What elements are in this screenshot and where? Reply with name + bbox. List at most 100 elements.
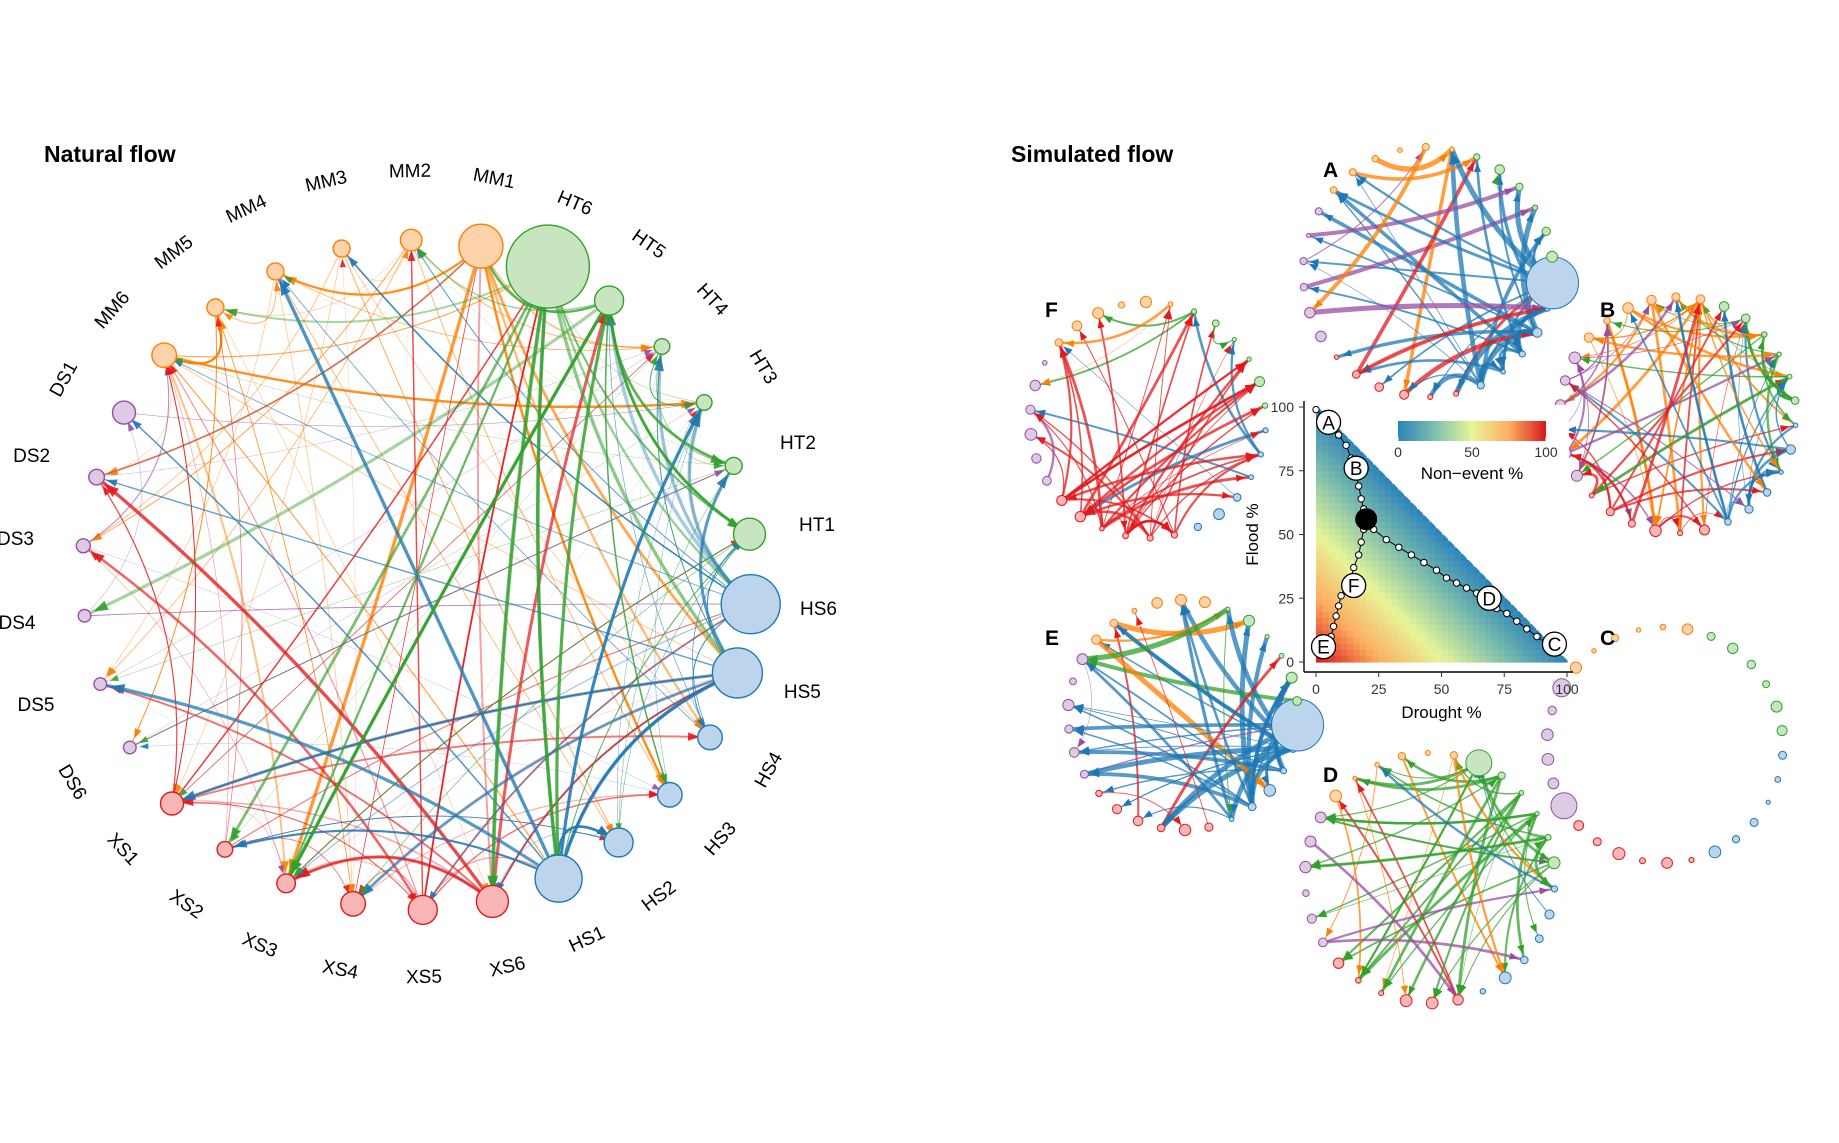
heat-cell	[1435, 604, 1443, 612]
node-label-ds6: DS6	[53, 761, 90, 804]
heat-cell	[1322, 445, 1330, 453]
heat-cell	[1372, 636, 1380, 644]
subpanel-arrowhead	[1766, 358, 1776, 368]
subpanel-node	[1778, 750, 1788, 760]
subpanel-edge	[1179, 599, 1234, 820]
node-ht2	[724, 456, 743, 476]
subpanel-edge	[1627, 307, 1790, 378]
heat-cell	[1523, 617, 1530, 625]
node-label-hs1: HS1	[566, 922, 608, 957]
subpanel-edge	[1212, 323, 1235, 345]
subpanel-edge	[1076, 325, 1175, 536]
data-point	[1332, 612, 1340, 620]
heat-cell	[1378, 528, 1386, 536]
heat-cell	[1322, 438, 1330, 446]
heat-cell	[1334, 509, 1342, 516]
edge-DS2-MM1	[96, 245, 482, 478]
subpanel-node	[1111, 804, 1123, 815]
heat-cell	[1504, 655, 1512, 663]
node-ds6	[122, 740, 137, 755]
heat-cell	[1334, 445, 1342, 453]
subpanel-edge	[1309, 302, 1548, 316]
heat-cell	[1366, 604, 1374, 612]
heat-cell	[1422, 579, 1430, 587]
heat-cell	[1397, 617, 1405, 625]
heat-cell	[1334, 579, 1342, 587]
heat-cell	[1385, 617, 1392, 625]
heat-cell	[1322, 560, 1330, 567]
heat-cell	[1372, 630, 1380, 638]
heat-cell	[1334, 464, 1342, 472]
heat-cell	[1447, 566, 1455, 574]
node-label-hs5: HS5	[784, 682, 821, 703]
subpanel-edge	[1534, 836, 1556, 891]
subpanel-arrowhead	[1577, 363, 1585, 373]
subpanel-arrowhead	[1735, 496, 1745, 506]
subpanel-arrowhead	[1323, 214, 1334, 222]
heat-cell	[1397, 547, 1405, 555]
edge-XS5-DS3	[82, 544, 424, 911]
subpanel-arrowhead	[1569, 384, 1580, 393]
subpanel-arrowhead	[1326, 818, 1337, 825]
heat-cell	[1479, 630, 1487, 638]
heat-cell	[1479, 655, 1487, 663]
heat-cell	[1353, 451, 1361, 459]
heat-cell	[1366, 528, 1374, 536]
heat-cell	[1328, 515, 1336, 523]
subpanel-edge	[1308, 234, 1538, 334]
heat-cell	[1410, 630, 1418, 638]
heat-cell	[1435, 611, 1443, 618]
subpanel-edge	[1308, 184, 1521, 238]
subpanel-arrowhead	[1763, 352, 1774, 360]
heat-cell	[1385, 636, 1392, 644]
subpanel-arrowhead	[1086, 663, 1096, 672]
heat-cell	[1466, 623, 1474, 631]
heat-cell	[1316, 489, 1323, 497]
subpanel-node	[1397, 147, 1403, 153]
subpanel-node	[1299, 257, 1308, 266]
subpanel-arrowhead	[1221, 491, 1232, 499]
edge-MM4-DS5	[100, 271, 276, 685]
edge-arrowhead	[104, 483, 119, 497]
subpanel-node	[1790, 396, 1800, 405]
heat-cell	[1347, 496, 1355, 504]
heat-cell	[1347, 438, 1355, 446]
subpanel-arrowhead	[1259, 642, 1266, 652]
subpanel-arrowhead	[1777, 381, 1786, 391]
edge-DS4-DS1	[84, 412, 142, 617]
edge-arrowhead	[225, 308, 238, 317]
subpanel-arrowhead	[1540, 877, 1550, 886]
heat-cell	[1472, 604, 1480, 612]
heat-cell	[1410, 560, 1418, 567]
subpanel-edge	[1074, 724, 1298, 754]
heat-cell	[1485, 623, 1493, 631]
subpanel-node	[1569, 661, 1583, 674]
heat-cell	[1347, 521, 1355, 529]
subpanel-arrowhead	[1782, 412, 1792, 422]
heat-cell	[1441, 598, 1449, 606]
x-tick-label: 75	[1496, 681, 1512, 697]
heat-cell	[1385, 553, 1392, 561]
heat-cell	[1328, 483, 1336, 491]
heat-cell	[1491, 636, 1499, 644]
heat-cell	[1366, 655, 1374, 663]
heat-cell	[1328, 604, 1336, 612]
subpanel-arrowhead	[1529, 923, 1537, 934]
subpanel-arrowhead	[1675, 302, 1683, 313]
subpanel-arrowhead	[1458, 378, 1466, 389]
heat-cell	[1341, 432, 1348, 440]
heat-cell	[1316, 547, 1323, 555]
subpanel-node	[1299, 283, 1309, 292]
heat-cell	[1391, 560, 1399, 567]
heat-cell	[1410, 547, 1418, 555]
heat-cell	[1416, 630, 1424, 638]
subpanel-edge	[1057, 342, 1104, 529]
heat-cell	[1353, 534, 1361, 542]
heat-cell	[1403, 509, 1411, 516]
subpanel-arrowhead	[1343, 950, 1352, 960]
subpanel-arrowhead	[1751, 486, 1762, 494]
subpanel-node	[1175, 594, 1187, 606]
subpanel-edge	[1355, 306, 1548, 377]
node-label-ht2: HT2	[780, 433, 816, 454]
heat-cell	[1328, 477, 1336, 485]
